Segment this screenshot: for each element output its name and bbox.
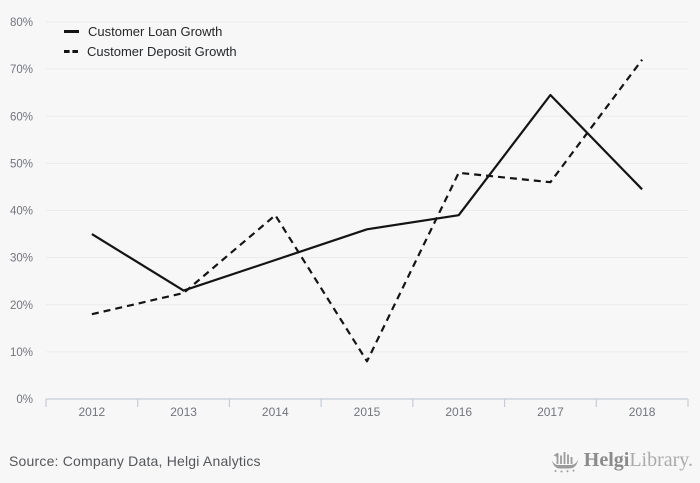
- legend-label: Customer Deposit Growth: [87, 44, 237, 59]
- series-line-solid[interactable]: [91, 93, 643, 292]
- x-tick-label: 2012: [79, 405, 106, 419]
- x-tick-label: 2013: [170, 405, 197, 419]
- logo-wordmark: HelgiLibrary.: [584, 450, 693, 470]
- y-tick-label: 70%: [10, 64, 33, 76]
- y-tick-label: 0%: [16, 394, 33, 406]
- x-tick-label: 2016: [445, 405, 472, 419]
- logo-brand-bold: Helgi: [583, 449, 630, 471]
- legend-label: Customer Loan Growth: [88, 24, 223, 39]
- dashed-line-swatch: [64, 50, 78, 53]
- y-tick-label: 50%: [10, 158, 33, 170]
- source-note: Source: Company Data, Helgi Analytics: [9, 453, 261, 469]
- y-tick-label: 80%: [10, 17, 33, 29]
- y-tick-label: 60%: [10, 111, 33, 123]
- series-line-dashed[interactable]: [91, 59, 643, 363]
- y-tick-label: 30%: [10, 253, 33, 265]
- x-tick-label: 2017: [537, 405, 564, 419]
- growth-line-chart: 0% 10% 20% 30% 40% 50% 60% 70% 80% 2012 2013 2014 20…: [10, 17, 689, 419]
- y-tick-label: 10%: [10, 347, 33, 359]
- y-tick-label: 40%: [10, 206, 33, 218]
- logo-brand-light: Library.: [629, 449, 693, 471]
- helgi-library-logo[interactable]: HelgiLibrary.: [551, 445, 693, 475]
- x-tick-label: 2014: [262, 405, 289, 419]
- solid-line-swatch: [64, 30, 79, 33]
- y-tick-label: 20%: [10, 300, 33, 312]
- x-tick-label: 2018: [629, 405, 656, 419]
- helgi-ship-icon: [551, 451, 578, 472]
- chart-legend: Customer Loan Growth Customer Deposit Gr…: [64, 25, 237, 58]
- x-tick-label: 2015: [354, 405, 381, 419]
- legend-item-deposit-growth[interactable]: Customer Deposit Growth: [64, 45, 237, 58]
- legend-item-loan-growth[interactable]: Customer Loan Growth: [64, 25, 237, 38]
